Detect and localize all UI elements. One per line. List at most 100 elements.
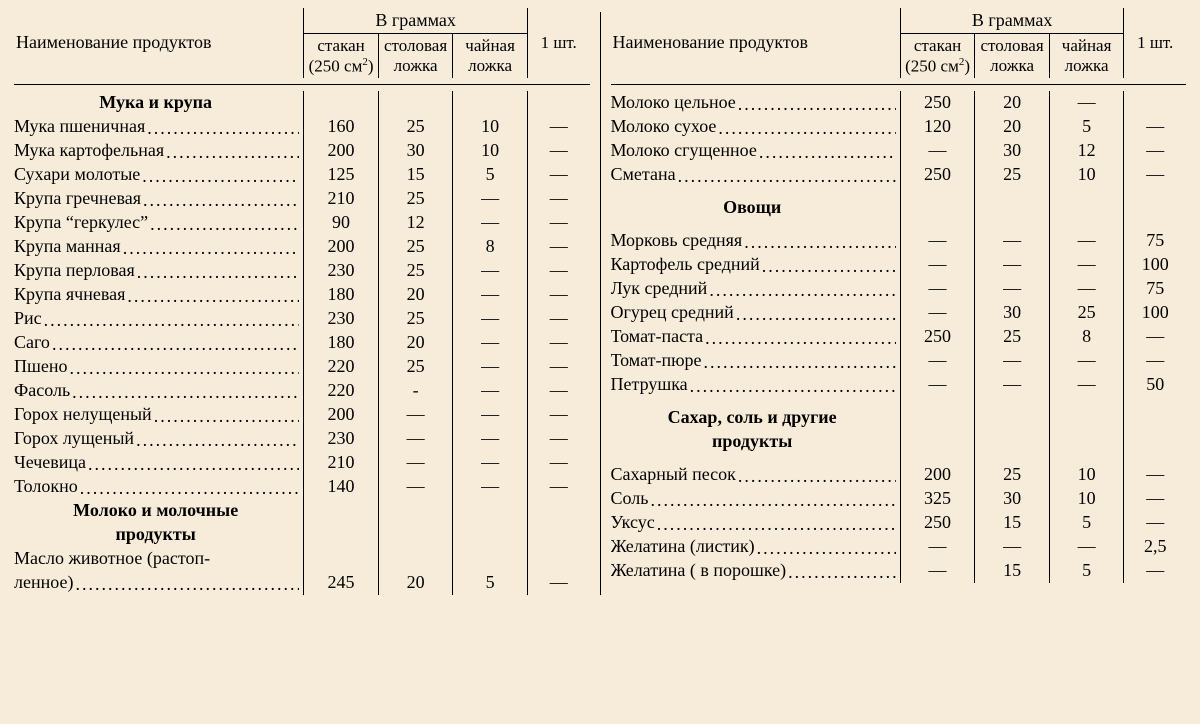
- section-heading: Мука и крупа: [14, 91, 590, 115]
- product-name: Крупа гречневая: [14, 188, 143, 209]
- product-name: Крупа “геркулес”: [14, 212, 150, 233]
- cell-teaspoon: —: [1049, 91, 1124, 115]
- section-label: Сахар, соль и другие: [611, 407, 896, 428]
- product-name: Горох лущеный: [14, 428, 136, 449]
- cell-teaspoon: —: [1049, 349, 1124, 373]
- cell-teaspoon: —: [1049, 535, 1124, 559]
- cell-teaspoon: 8: [453, 235, 528, 259]
- cell-glass: 250: [900, 163, 975, 187]
- cell-piece: —: [1124, 139, 1186, 163]
- cell-piece: —: [527, 571, 589, 595]
- cell-glass: 220: [304, 355, 379, 379]
- product-name: Морковь средняя: [611, 230, 745, 251]
- cell-teaspoon: 10: [1049, 487, 1124, 511]
- product-name: Крупа ячневая: [14, 284, 127, 305]
- cell-tablespoon: 30: [975, 301, 1050, 325]
- cell-tablespoon: —: [975, 253, 1050, 277]
- cell-tablespoon: —: [378, 451, 453, 475]
- cell-glass: 230: [304, 307, 379, 331]
- cell-teaspoon: 10: [453, 115, 528, 139]
- cell-glass: [304, 547, 379, 571]
- cell-piece: 75: [1124, 277, 1186, 301]
- product-name: Томат-паста: [611, 326, 706, 347]
- cell-glass: 250: [900, 91, 975, 115]
- cell-glass: 90: [304, 211, 379, 235]
- table-row: Желатина ( в порошке) — 15 5 —: [611, 559, 1187, 583]
- product-name: Лук средний: [611, 278, 710, 299]
- cell-piece: —: [1124, 349, 1186, 373]
- section-label: продукты: [14, 524, 299, 545]
- cell-tablespoon: 20: [378, 571, 453, 595]
- cell-glass: 200: [304, 235, 379, 259]
- cell-piece: [527, 547, 589, 571]
- measure-table: Наименование продуктов В граммах 1 шт. с…: [611, 8, 1187, 583]
- cell-glass: —: [900, 277, 975, 301]
- product-name: Крупа перловая: [14, 260, 137, 281]
- product-name: Мука пшеничная: [14, 116, 147, 137]
- product-name: Сухари молотые: [14, 164, 142, 185]
- cell-glass: —: [900, 139, 975, 163]
- cell-teaspoon: 12: [1049, 139, 1124, 163]
- cell-tablespoon: 25: [378, 235, 453, 259]
- cell-glass: —: [900, 535, 975, 559]
- cell-teaspoon: —: [1049, 277, 1124, 301]
- cell-tablespoon: 30: [378, 139, 453, 163]
- product-name: Петрушка: [611, 374, 690, 395]
- cell-piece: —: [1124, 487, 1186, 511]
- table-row: Морковь средняя — — — 75: [611, 229, 1187, 253]
- spacer-row: [611, 187, 1187, 196]
- cell-glass: 120: [900, 115, 975, 139]
- cell-piece: —: [527, 379, 589, 403]
- cell-tablespoon: 25: [378, 187, 453, 211]
- product-name: Пшено: [14, 356, 69, 377]
- product-name: Желатина (листик): [611, 536, 757, 557]
- table-row: Сухари молотые 125 15 5 —: [14, 163, 590, 187]
- section-heading: Сахар, соль и другие: [611, 406, 1187, 430]
- cell-glass: 250: [900, 325, 975, 349]
- cell-glass: 125: [304, 163, 379, 187]
- cell-teaspoon: —: [453, 451, 528, 475]
- table-row: Мука картофельная 200 30 10 —: [14, 139, 590, 163]
- product-name: Чечевица: [14, 452, 88, 473]
- cell-tablespoon: 25: [378, 355, 453, 379]
- cell-tablespoon: 20: [378, 331, 453, 355]
- cell-piece: 100: [1124, 301, 1186, 325]
- cell-piece: —: [527, 403, 589, 427]
- table-row: ленное) 245 20 5 —: [14, 571, 590, 595]
- header-grams: В граммах: [304, 8, 528, 34]
- cell-tablespoon: 20: [975, 91, 1050, 115]
- table-row: Желатина (листик) — — — 2,5: [611, 535, 1187, 559]
- table-row: Крупа гречневая 210 25 — —: [14, 187, 590, 211]
- cell-tablespoon: —: [378, 403, 453, 427]
- left-column: Наименование продуктов В граммах 1 шт. с…: [14, 8, 590, 595]
- product-name: ленное): [14, 572, 75, 593]
- cell-glass: 230: [304, 427, 379, 451]
- cell-glass: 180: [304, 283, 379, 307]
- cell-tablespoon: 20: [975, 115, 1050, 139]
- cell-teaspoon: 8: [1049, 325, 1124, 349]
- header-products: Наименование продуктов: [14, 8, 304, 78]
- cell-piece: —: [1124, 559, 1186, 583]
- cell-piece: —: [527, 475, 589, 499]
- cell-teaspoon: —: [453, 475, 528, 499]
- product-name: Фасоль: [14, 380, 72, 401]
- product-name: Толокно: [14, 476, 80, 497]
- product-name: Огурец средний: [611, 302, 736, 323]
- cell-tablespoon: —: [378, 427, 453, 451]
- cell-tablespoon: —: [975, 535, 1050, 559]
- cell-piece: —: [527, 451, 589, 475]
- cell-teaspoon: —: [453, 427, 528, 451]
- cell-teaspoon: —: [453, 331, 528, 355]
- cell-teaspoon: 5: [453, 163, 528, 187]
- cell-glass: —: [900, 373, 975, 397]
- cell-glass: 210: [304, 451, 379, 475]
- header-piece: 1 шт.: [527, 8, 589, 78]
- cell-teaspoon: 10: [453, 139, 528, 163]
- cell-glass: 250: [900, 511, 975, 535]
- cell-tablespoon: 15: [975, 559, 1050, 583]
- cell-teaspoon: —: [453, 403, 528, 427]
- cell-piece: —: [1124, 511, 1186, 535]
- product-name: Желатина ( в порошке): [611, 560, 789, 581]
- header-teaspoon: чайнаяложка: [453, 34, 528, 78]
- section-label: продукты: [611, 431, 896, 452]
